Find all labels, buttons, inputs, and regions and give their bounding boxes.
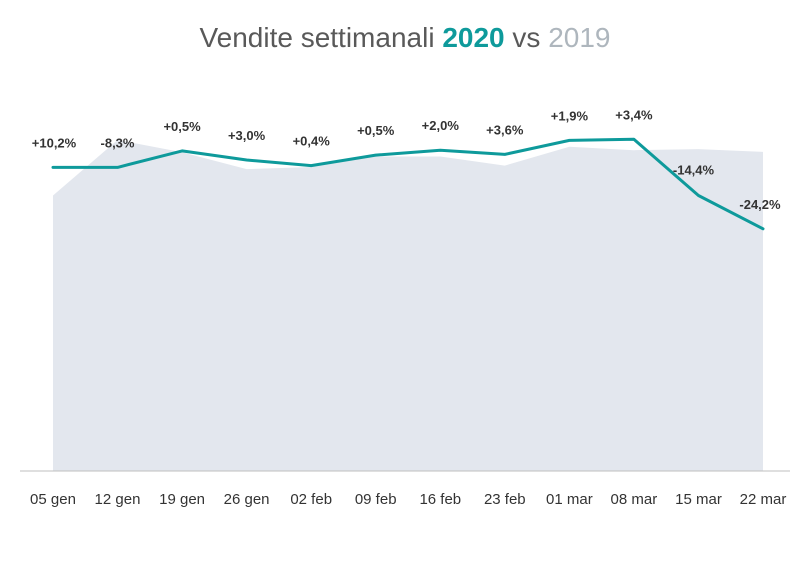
title-year-2019: 2019 bbox=[548, 22, 611, 53]
x-tick-label-19-gen: 19 gen bbox=[159, 491, 205, 508]
title-prefix: Vendite settimanali bbox=[199, 22, 435, 53]
title-year-2020: 2020 bbox=[442, 22, 505, 53]
x-tick-label-05-gen: 05 gen bbox=[30, 491, 76, 508]
data-label-23-feb: +3,6% bbox=[486, 122, 524, 137]
title-vs: vs bbox=[512, 22, 541, 53]
data-label-19-gen: +0,5% bbox=[163, 119, 201, 134]
data-label-05-gen: +10,2% bbox=[32, 135, 77, 150]
x-tick-label-01-mar: 01 mar bbox=[546, 491, 593, 508]
x-tick-label-02-feb: 02 feb bbox=[290, 491, 332, 508]
x-tick-label-08-mar: 08 mar bbox=[611, 491, 658, 508]
data-label-12-gen: -8,3% bbox=[101, 135, 135, 150]
data-label-16-feb: +2,0% bbox=[422, 118, 460, 133]
data-label-26-gen: +3,0% bbox=[228, 128, 266, 143]
x-tick-label-26-gen: 26 gen bbox=[224, 491, 270, 508]
data-label-09-feb: +0,5% bbox=[357, 123, 395, 138]
x-tick-label-22-mar: 22 mar bbox=[740, 491, 787, 508]
series-2020-line bbox=[51, 137, 765, 231]
data-label-01-mar: +1,9% bbox=[551, 108, 589, 123]
data-label-08-mar: +3,4% bbox=[615, 107, 653, 122]
x-tick-label-23-feb: 23 feb bbox=[484, 491, 526, 508]
x-tick-label-15-mar: 15 mar bbox=[675, 491, 722, 508]
chart-title: Vendite settimanali 2020 vs 2019 bbox=[0, 22, 810, 54]
data-label-22-mar: -24,2% bbox=[739, 197, 781, 212]
data-label-02-feb: +0,4% bbox=[293, 134, 331, 149]
x-tick-label-16-feb: 16 feb bbox=[419, 491, 461, 508]
x-tick-label-09-feb: 09 feb bbox=[355, 491, 397, 508]
series-2019-area bbox=[53, 140, 763, 471]
x-tick-label-12-gen: 12 gen bbox=[95, 491, 141, 508]
data-label-15-mar: -14,4% bbox=[673, 163, 715, 178]
